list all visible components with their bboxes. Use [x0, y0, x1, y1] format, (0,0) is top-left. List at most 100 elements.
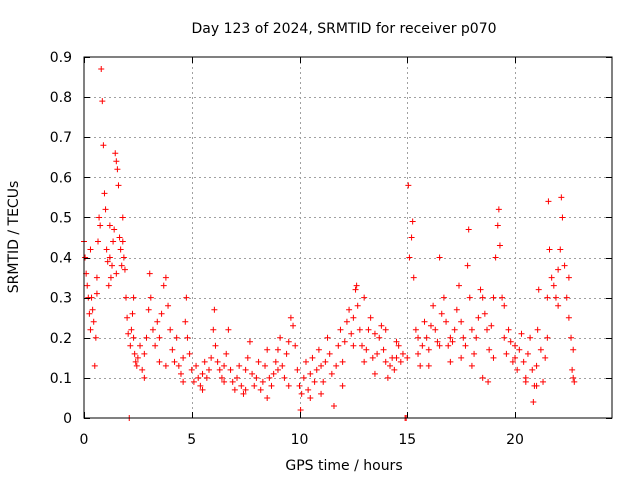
data-point — [333, 362, 340, 369]
data-point — [117, 246, 124, 253]
data-point — [119, 238, 126, 245]
data-point — [292, 342, 299, 349]
data-point — [156, 358, 163, 365]
data-point — [512, 342, 519, 349]
data-point — [111, 226, 118, 233]
data-point — [488, 322, 495, 329]
data-point — [92, 334, 99, 341]
data-point — [378, 322, 385, 329]
data-point — [255, 358, 262, 365]
data-point — [246, 338, 253, 345]
data-point — [415, 334, 422, 341]
data-point — [361, 294, 368, 301]
data-point — [568, 334, 575, 341]
data-point — [93, 290, 100, 297]
data-point — [195, 374, 202, 381]
data-point — [199, 370, 206, 377]
data-point — [468, 326, 475, 333]
data-point — [382, 326, 389, 333]
data-point — [143, 334, 150, 341]
data-point — [550, 282, 557, 289]
data-point — [229, 378, 236, 385]
data-point — [460, 334, 467, 341]
data-point — [274, 366, 281, 373]
data-point — [98, 66, 105, 73]
data-point — [96, 214, 103, 221]
data-point — [266, 374, 273, 381]
x-tick-label: 20 — [506, 432, 524, 448]
data-point — [146, 270, 153, 277]
data-point — [369, 354, 376, 361]
data-point — [485, 378, 492, 385]
data-point — [101, 190, 108, 197]
data-point — [102, 206, 109, 213]
data-point — [468, 362, 475, 369]
data-point — [285, 338, 292, 345]
data-point — [464, 262, 471, 269]
data-point — [279, 362, 286, 369]
data-point — [546, 246, 553, 253]
data-point — [147, 294, 154, 301]
data-point — [115, 182, 122, 189]
data-point — [186, 350, 193, 357]
data-point — [145, 306, 152, 313]
data-point — [253, 374, 260, 381]
data-points — [81, 66, 578, 421]
data-point — [141, 350, 148, 357]
data-point — [290, 322, 297, 329]
data-point — [281, 374, 288, 381]
data-point — [408, 234, 415, 241]
x-tick-label: 15 — [398, 432, 416, 448]
data-point — [503, 350, 510, 357]
data-point — [514, 366, 521, 373]
data-point — [113, 270, 120, 277]
data-point — [544, 294, 551, 301]
data-point — [175, 362, 182, 369]
data-point — [154, 318, 161, 325]
data-point — [318, 390, 325, 397]
data-point — [99, 98, 106, 105]
data-point — [91, 362, 98, 369]
data-point — [453, 306, 460, 313]
data-point — [409, 218, 416, 225]
data-point — [404, 354, 411, 361]
data-point — [106, 254, 113, 261]
data-point — [341, 338, 348, 345]
data-point — [412, 326, 419, 333]
data-point — [350, 314, 357, 321]
y-tick-label: 0.3 — [50, 291, 72, 307]
data-point — [82, 254, 89, 261]
data-point — [133, 362, 140, 369]
data-point — [477, 286, 484, 293]
data-point — [410, 274, 417, 281]
data-point — [264, 394, 271, 401]
data-point — [473, 334, 480, 341]
data-point — [348, 330, 355, 337]
data-point — [211, 306, 218, 313]
data-point — [197, 382, 204, 389]
data-point — [328, 370, 335, 377]
y-tick-label: 0.2 — [50, 331, 72, 347]
data-point — [466, 294, 473, 301]
data-point — [119, 214, 126, 221]
data-point — [518, 330, 525, 337]
data-point — [542, 354, 549, 361]
data-point — [563, 294, 570, 301]
data-point — [322, 358, 329, 365]
data-point — [425, 362, 432, 369]
data-point — [512, 354, 519, 361]
data-point — [251, 382, 258, 389]
data-point — [447, 358, 454, 365]
data-point — [486, 346, 493, 353]
data-point — [330, 402, 337, 409]
data-point — [162, 362, 169, 369]
data-point — [139, 366, 146, 373]
data-point — [353, 282, 360, 289]
data-point — [570, 346, 577, 353]
data-point — [132, 358, 139, 365]
data-point — [160, 282, 167, 289]
data-point — [118, 262, 125, 269]
data-point — [423, 334, 430, 341]
data-point — [346, 306, 353, 313]
